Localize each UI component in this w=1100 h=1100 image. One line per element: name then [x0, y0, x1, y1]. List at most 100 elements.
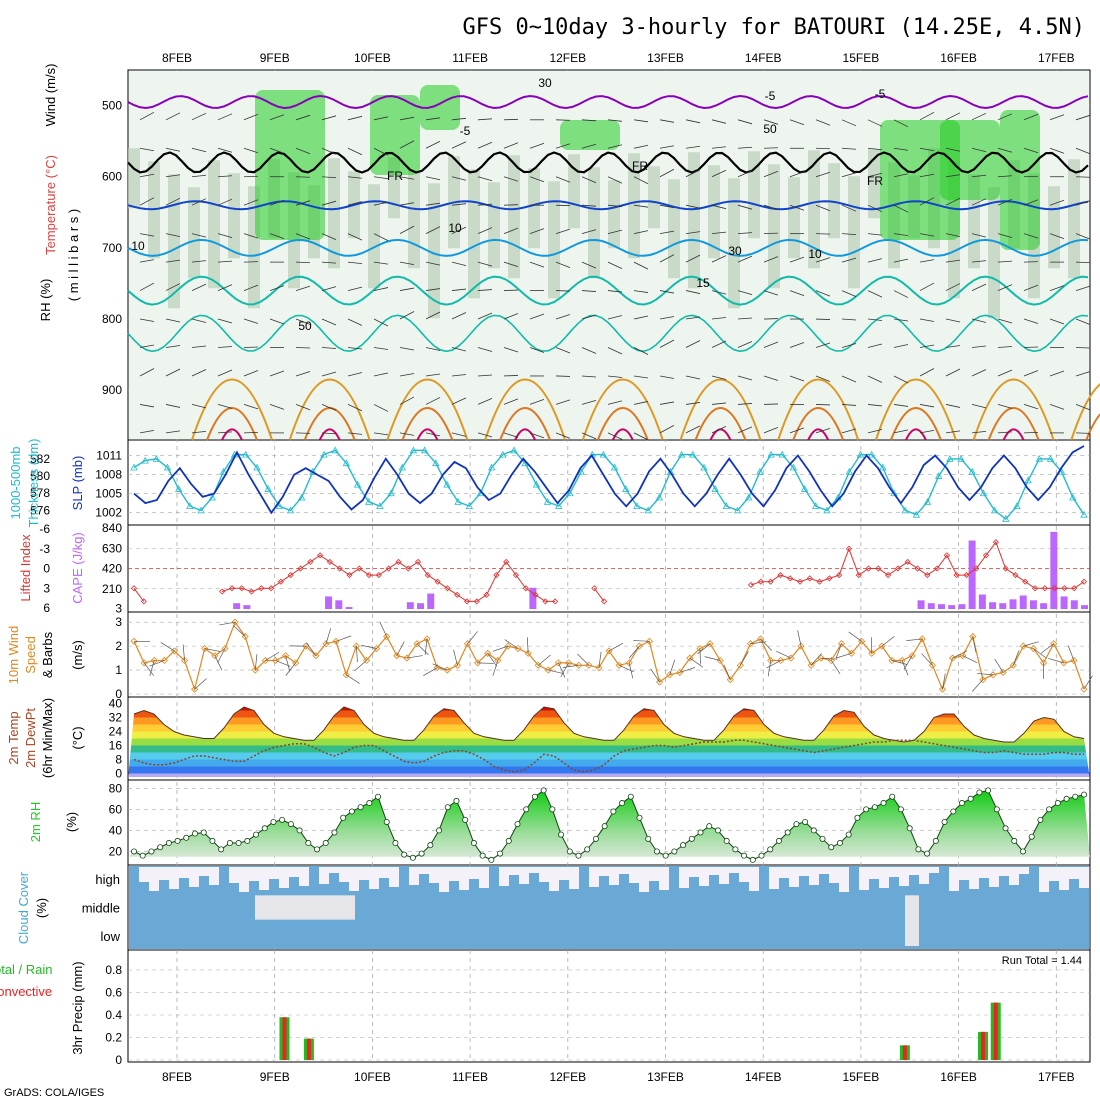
wind-barb [607, 204, 623, 208]
wind-speed-point [1060, 659, 1068, 667]
wind-barb [797, 630, 802, 647]
wind-barb [997, 198, 1013, 206]
thickness-point [711, 485, 719, 492]
wind-barb [607, 261, 623, 269]
wind-barb [971, 679, 984, 692]
wind-barb [346, 674, 360, 684]
thickness-point [1013, 502, 1021, 510]
isotherm-30-lobe [1085, 413, 1100, 441]
cloud-gap-high [969, 867, 979, 889]
wind-barb [945, 112, 961, 121]
wind-barb [581, 119, 597, 122]
cloud-gap-high [809, 867, 819, 885]
wind-barb [607, 176, 623, 184]
date-tick-top: 13FEB [647, 51, 684, 65]
cloud-gap-high [359, 867, 369, 880]
cloud-gap-high [569, 867, 579, 889]
temp-tick: 24 [109, 725, 123, 739]
wind-barb [763, 318, 779, 320]
wind-barb [503, 176, 519, 182]
cloud-gap-high [139, 867, 149, 882]
wind-barb [139, 404, 155, 408]
ylabel-precip-b: Convective [0, 984, 52, 999]
wind-barb [477, 347, 493, 352]
precip-tick: 0.4 [105, 1008, 122, 1022]
lifted-index-point [787, 575, 794, 582]
wind-barb [347, 201, 363, 206]
cape-bar [529, 587, 537, 609]
rh-point [444, 804, 451, 811]
date-tick-bottom: 15FEB [843, 1070, 880, 1084]
date-tick-bottom: 8FEB [162, 1070, 192, 1084]
wind-barb [689, 657, 704, 668]
wind-barb [893, 429, 909, 434]
thickness-point [487, 463, 496, 471]
wind-barb [555, 261, 571, 268]
wind-barb [945, 259, 961, 263]
wind-barb [669, 659, 676, 675]
wind-barb [321, 286, 337, 291]
wind-barb [945, 404, 961, 408]
wind-barb [633, 176, 649, 185]
wind-speed-point [625, 659, 633, 667]
wind-barb [477, 289, 493, 291]
thickness-point [745, 493, 753, 501]
rh-point [540, 787, 547, 794]
wind-speed-point [423, 635, 431, 643]
rh-point [775, 837, 782, 844]
thickness-point [923, 497, 932, 505]
thickness-point [152, 455, 161, 462]
wind-barb [997, 284, 1013, 291]
cloud-gap-high [1009, 867, 1019, 885]
chart-marks [127, 71, 1100, 1060]
rh-point [322, 840, 329, 847]
rh-tick: 20 [109, 844, 123, 858]
wind-speed-point [403, 654, 411, 662]
rh-point [1011, 837, 1018, 844]
wind-barb [451, 397, 467, 405]
wind-speed-point [989, 671, 997, 679]
wind-barb [763, 403, 779, 405]
li-tick: 0 [43, 562, 50, 576]
cape-bar [417, 603, 425, 609]
wind-speed-point [534, 661, 542, 669]
wind-barb [451, 203, 467, 206]
rh-point [897, 806, 904, 813]
cloud-gap-middle [255, 895, 355, 920]
wind-barb [903, 655, 913, 670]
cloud-gap-high [819, 867, 829, 874]
wind-barb [321, 147, 337, 155]
wind-barb [945, 174, 961, 178]
wind-barb [217, 175, 233, 178]
wind-barb [971, 345, 987, 348]
wind-speed-point [251, 666, 259, 674]
lifted-index-point [796, 578, 804, 585]
rh-shade-cell [808, 150, 820, 269]
wind-barb [406, 655, 423, 659]
thickness-point [1046, 455, 1055, 462]
lifted-index-point [1002, 565, 1009, 572]
wind-barb [379, 621, 387, 637]
wind-barb [477, 141, 493, 149]
wind-barb [711, 426, 727, 434]
wind-barb [906, 638, 923, 641]
wind-barb [581, 229, 597, 235]
wind-speed-point [463, 640, 472, 648]
thickness-point [655, 493, 663, 501]
wind-barb [424, 638, 428, 655]
wind-barb [347, 176, 363, 179]
wind-barb [254, 654, 258, 671]
lifted-index-point [219, 588, 226, 595]
date-tick-top: 10FEB [354, 51, 391, 65]
isotherm-25-lobe [386, 378, 469, 441]
rh-point [261, 825, 268, 832]
wind-barb [841, 290, 857, 297]
rh-point [148, 848, 155, 855]
lifted-index-point [992, 539, 999, 546]
wind-barb [1049, 199, 1065, 206]
thickness-tick: 578 [30, 486, 50, 500]
thickness-point [376, 502, 384, 510]
wind-barb [789, 171, 805, 178]
wind-speed-point [676, 668, 684, 677]
contour-label: 50 [763, 122, 777, 136]
